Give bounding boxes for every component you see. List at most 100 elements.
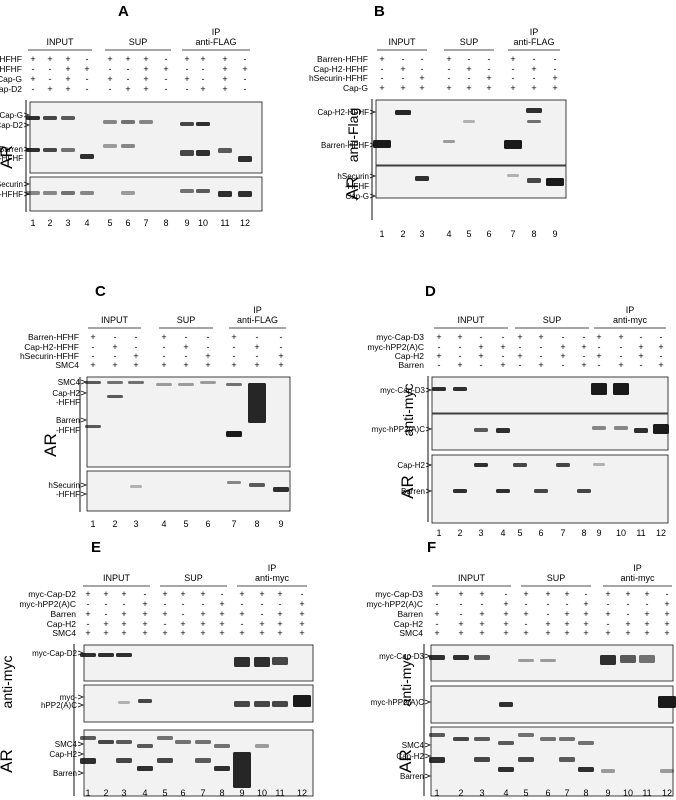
condition-sign: -	[244, 74, 247, 84]
lane-number: 8	[581, 528, 586, 538]
band-marker: -HFHF	[0, 154, 23, 163]
blot-band	[180, 150, 194, 156]
condition-sign: -	[280, 342, 283, 352]
band-marker: hSecurin	[0, 180, 23, 189]
condition-sign: +	[121, 609, 126, 619]
blot-band	[180, 189, 194, 193]
marker-arrow-icon	[80, 390, 88, 396]
band-marker: Cap-H2	[396, 752, 424, 761]
blot-block: myc-Cap-D3	[379, 644, 674, 682]
condition-sign: -	[640, 360, 643, 370]
condition-sign: -	[598, 360, 601, 370]
condition-sign: +	[184, 54, 189, 64]
condition-sign: -	[165, 84, 168, 94]
condition-sign: +	[596, 351, 601, 361]
blot-block: Cap-H2-HFHF Barren-HFHF	[317, 99, 567, 166]
blot-band	[463, 120, 475, 123]
condition-sign: +	[200, 609, 205, 619]
condition-sign: +	[618, 360, 623, 370]
blot-band	[614, 426, 628, 430]
blot-band	[226, 431, 242, 437]
condition-sign: -	[105, 599, 108, 609]
group-label: SUP	[129, 37, 148, 47]
blot-band	[238, 156, 252, 162]
blot-band	[116, 740, 132, 744]
lane-numbers: 1 2 3 4 5 6 7 8 9	[90, 519, 283, 529]
lane-numbers: 1 2 3 4 5 6 7 8 9 10 11 12	[85, 788, 307, 798]
condition-sign: -	[505, 589, 508, 599]
condition-sign: +	[219, 609, 224, 619]
condition-sign: -	[660, 332, 663, 342]
condition-rows: Barren-HFHF + - - + - - + - -Cap-H2-HFHF - + - - + - - + -…	[309, 54, 558, 93]
condition-sign: +	[479, 609, 484, 619]
band-marker: Cap-H2	[52, 389, 80, 398]
condition-sign: +	[400, 83, 405, 93]
lane-number: 6	[545, 788, 550, 798]
blot-band	[593, 463, 605, 466]
condition-sign: +	[161, 332, 166, 342]
condition-sign: +	[107, 74, 112, 84]
condition-sign: -	[660, 351, 663, 361]
blot-band	[540, 659, 556, 662]
lane-number: 1	[434, 788, 439, 798]
condition-sign: +	[644, 619, 649, 629]
lane-number: 2	[103, 788, 108, 798]
condition-sign: -	[163, 342, 166, 352]
antibody-tag: AR	[41, 433, 60, 457]
condition-sign: -	[301, 589, 304, 599]
blot-band	[498, 741, 514, 745]
condition-sign: +	[239, 589, 244, 599]
band-marker: SMC4	[58, 378, 81, 387]
condition-sign: +	[466, 83, 471, 93]
marker-arrow-icon	[80, 491, 88, 497]
blot-band	[293, 695, 311, 707]
blot-band	[518, 659, 534, 662]
condition-sign: +	[299, 619, 304, 629]
condition-sign: -	[261, 599, 264, 609]
condition-sign: +	[143, 54, 148, 64]
band-marker: Barren	[56, 416, 80, 425]
condition-sign: +	[125, 84, 130, 94]
condition-sign: -	[127, 74, 130, 84]
blot-band	[559, 737, 575, 741]
condition-rows: myc-Cap-D3 + + + - + + + - + + + -myc-hPP2(A)C - - - + - -…	[366, 589, 669, 638]
blot-band	[429, 655, 445, 660]
blot-band	[474, 757, 490, 762]
condition-sign: +	[625, 628, 630, 638]
lane-number: 6	[486, 229, 491, 239]
lane-number: 4	[142, 788, 147, 798]
blot-band	[613, 383, 629, 395]
blot-band	[121, 191, 135, 195]
condition-sign: +	[103, 628, 108, 638]
blot-band	[592, 426, 606, 430]
lane-number: 7	[564, 788, 569, 798]
condition-sign: +	[299, 628, 304, 638]
condition-sign: -	[620, 342, 623, 352]
condition-sign: +	[379, 83, 384, 93]
blot-block: hSecurin-HFHF	[48, 470, 291, 512]
condition-label: hSecurin-HFHF	[0, 64, 22, 74]
lane-number: 12	[662, 788, 672, 798]
blot-band	[233, 752, 251, 788]
blot-frame	[29, 101, 263, 174]
lane-numbers: 1 2 3 4 5 6 7 8 9 10 11 12	[434, 788, 672, 798]
condition-sign: +	[560, 342, 565, 352]
blot-band	[415, 176, 429, 181]
blot-block: myc-Cap-D3	[380, 376, 669, 414]
blot-blocks: myc-Cap-D3 myc-hPP2(A)C Cap-H2 Barren	[372, 376, 669, 524]
condition-sign: +	[47, 54, 52, 64]
condition-sign: -	[627, 599, 630, 609]
condition-sign: +	[180, 619, 185, 629]
blot-band	[540, 737, 556, 741]
blot-band	[121, 144, 135, 148]
lane-number: 6	[538, 528, 543, 538]
condition-sign: -	[207, 332, 210, 342]
condition-sign: -	[164, 619, 167, 629]
condition-sign: +	[625, 619, 630, 629]
condition-sign: -	[540, 351, 543, 361]
